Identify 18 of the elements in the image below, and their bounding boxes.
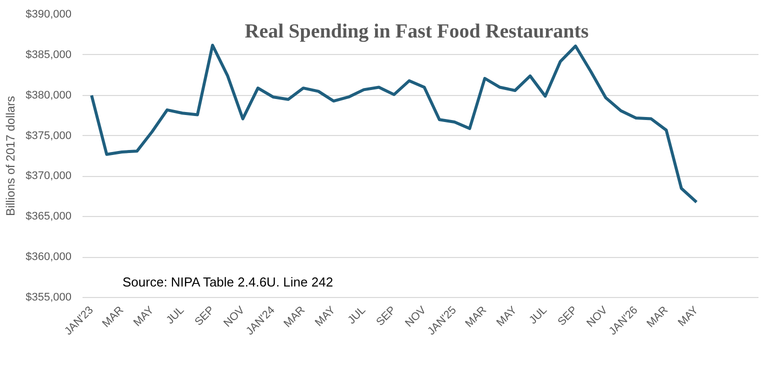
y-tick-label: $365,000 xyxy=(26,210,72,223)
x-tick-label: SEP xyxy=(556,304,580,328)
y-tick-label: $360,000 xyxy=(26,251,72,264)
x-tick-label: JUL xyxy=(346,304,368,327)
x-tick-label: SEP xyxy=(374,304,398,328)
y-tick-label: $390,000 xyxy=(26,8,72,20)
y-axis-title: Billions of 2017 dollars xyxy=(4,96,18,216)
y-tick-label: $380,000 xyxy=(26,89,72,102)
x-tick-label: JUL xyxy=(164,304,187,327)
x-tick-label: SEP xyxy=(192,304,217,328)
annotation: Source: NIPA Table 2.4.6U. Line 242 xyxy=(122,274,334,290)
y-tick-label: $375,000 xyxy=(26,130,72,142)
y-tick-label: $355,000 xyxy=(26,292,72,304)
x-tick-label: JUL xyxy=(527,304,550,327)
y-tick-label: $370,000 xyxy=(26,170,72,182)
line-series xyxy=(90,44,698,204)
chart-title: Real Spending in Fast Food Restaurants xyxy=(244,20,589,42)
y-tick-label: $385,000 xyxy=(26,48,72,61)
